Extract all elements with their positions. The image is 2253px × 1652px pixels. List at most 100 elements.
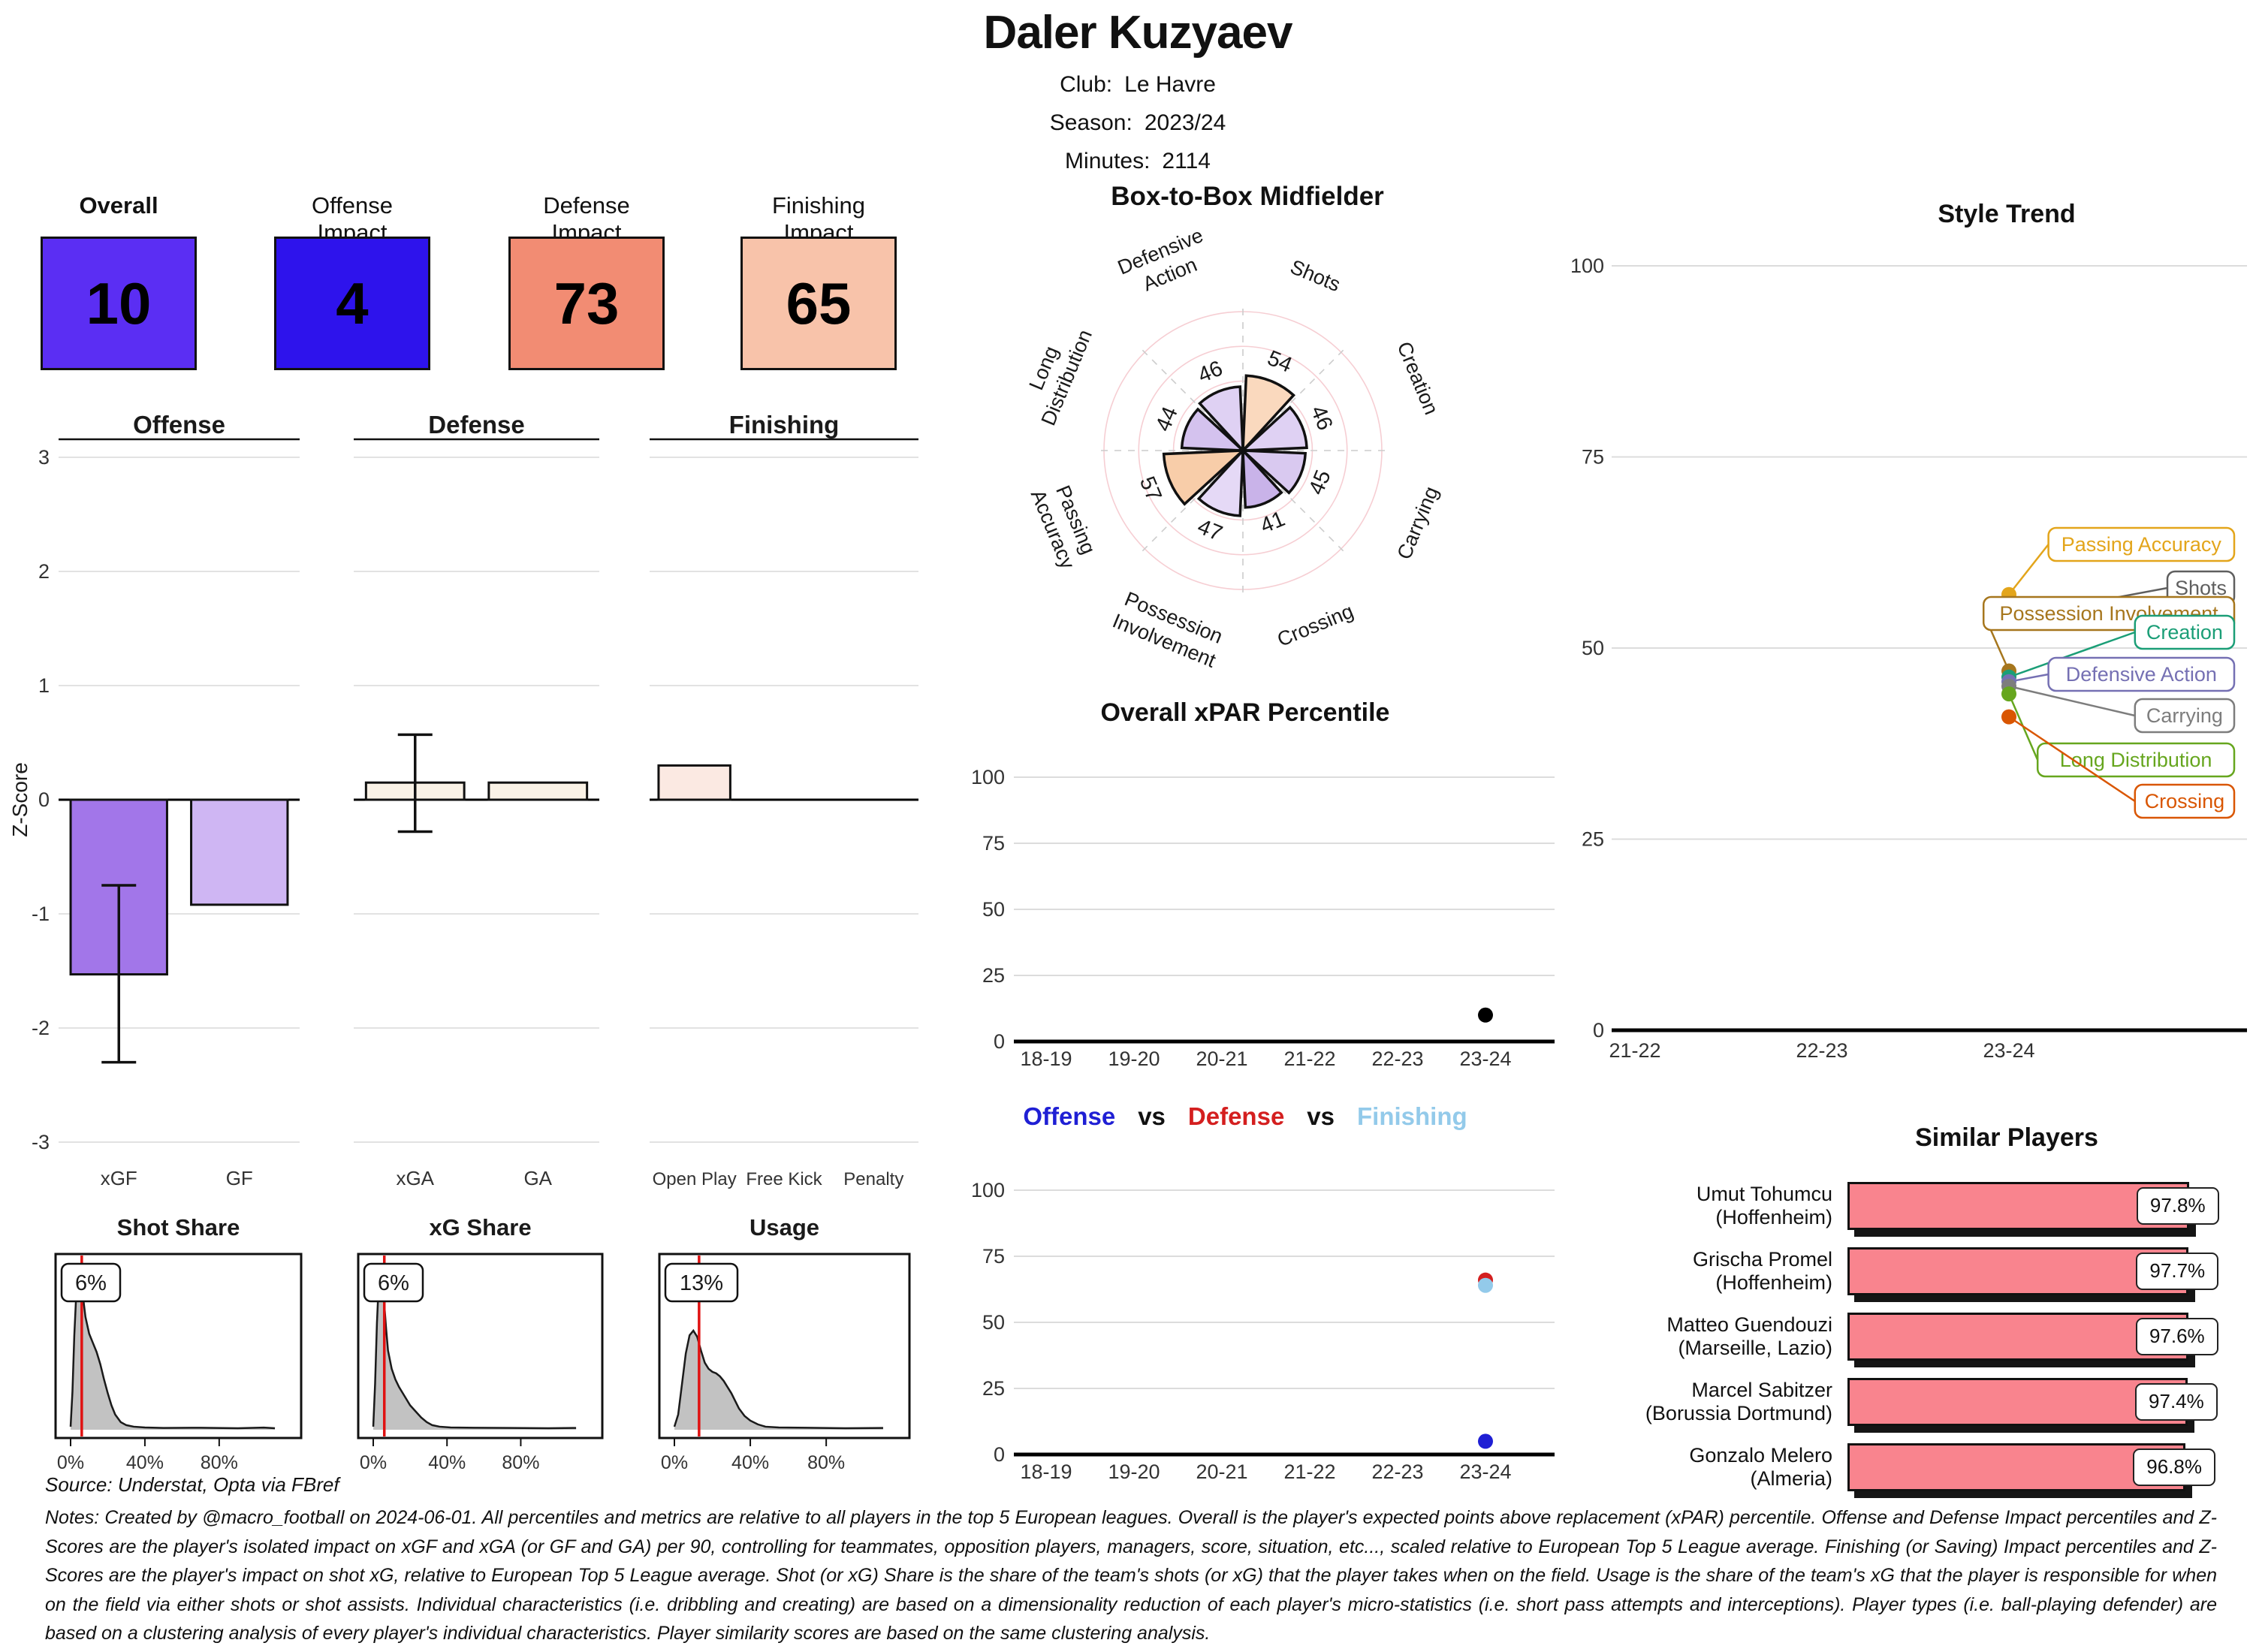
- svg-text:75: 75: [982, 1245, 1005, 1268]
- zscore-charts: Offense -3 -2 -1 0 1 2 3 Z-Score xGF GF Defense xGA G…: [8, 411, 918, 1189]
- radar-value: 47: [1194, 514, 1226, 546]
- svg-text:GF: GF: [226, 1167, 253, 1189]
- xpar-chart: 0 25 50 75 100 18-19 19-20 20-21 21-22 22-23 23-24: [971, 766, 1555, 1070]
- value-badge: [60, 1262, 122, 1303]
- similarity-badge: 97.8%: [2136, 1186, 2219, 1225]
- impact-card-value: 4: [336, 270, 369, 336]
- svg-text:Penalty: Penalty: [843, 1169, 903, 1189]
- svg-text:40%: 40%: [428, 1452, 466, 1473]
- radar-wedge-Defensive Action: [1198, 385, 1244, 454]
- panel-title: xG Share: [429, 1214, 531, 1241]
- svg-text:100: 100: [1570, 255, 1604, 277]
- zscore-bar-GA: [487, 781, 589, 801]
- trend-label-box: [2047, 526, 2236, 562]
- trend-label-box: [2047, 656, 2236, 692]
- trend-dot-Long Distribution: [2001, 686, 2016, 702]
- dot-Finishing: [1478, 1277, 1493, 1293]
- season-value: 2023/24: [1144, 110, 1226, 135]
- season-label: Season:: [1049, 110, 1133, 135]
- svg-text:0%: 0%: [57, 1452, 84, 1473]
- similar-players: Umut Tohumcu (Hoffenheim) 97.8% Grischa Pro…: [1615, 1173, 2249, 1503]
- header: Daler Kuzyaev Club: Le Havre Season: 2023/…: [984, 6, 1293, 174]
- svg-text:0: 0: [994, 1443, 1005, 1466]
- odf-title-word: Offense: [1023, 1102, 1116, 1130]
- y-axis-label: Z-Score: [8, 762, 32, 837]
- impact-card: 65: [740, 237, 897, 370]
- value-badge: [664, 1262, 739, 1303]
- impact-card-value: 65: [786, 270, 852, 336]
- player-label: Marcel Sabitzer (Borussia Dortmund): [1645, 1378, 1832, 1424]
- season-tick: 20-21: [1196, 1461, 1247, 1483]
- impact-card-value: 10: [86, 270, 152, 336]
- radar-title: Box-to-Box Midfielder: [1111, 182, 1384, 211]
- similarity-bar: [1847, 1181, 2189, 1230]
- svg-text:0%: 0%: [360, 1452, 387, 1473]
- svg-text:-1: -1: [32, 903, 50, 925]
- season-tick: 22-23: [1371, 1461, 1423, 1483]
- similar-player-row: Matteo Guendouzi (Marseille, Lazio) 97.6%: [1615, 1304, 2249, 1369]
- season-tick: 23-24: [1983, 1039, 2034, 1062]
- radar-wedge-Possession Involvement: [1196, 447, 1244, 517]
- trend-label: Creation: [2146, 621, 2223, 644]
- svg-text:0: 0: [1593, 1019, 1604, 1042]
- svg-text:75: 75: [1582, 446, 1604, 469]
- radar-category: Crossing: [1274, 600, 1356, 651]
- radar-value: 46: [1195, 357, 1226, 388]
- svg-text:50: 50: [1582, 637, 1604, 659]
- radar-wedge-Shots: [1241, 374, 1295, 454]
- trend-label-box: [2134, 698, 2236, 734]
- share-charts: Shot Share 6% 0% 40% 80% xG Share 6% 0% 40% 80% Us…: [54, 1214, 911, 1473]
- similarity-bar: [1847, 1247, 2189, 1295]
- svg-text:25: 25: [982, 1377, 1005, 1400]
- svg-text:40%: 40%: [731, 1452, 769, 1473]
- svg-text:Free Kick: Free Kick: [746, 1169, 822, 1189]
- impact-card: 73: [508, 237, 665, 370]
- season-tick: 23-24: [1459, 1048, 1511, 1070]
- svg-text:0: 0: [38, 788, 50, 811]
- season-tick: 23-24: [1459, 1461, 1511, 1483]
- radar-value: 41: [1257, 507, 1289, 538]
- similarity-badge: 97.6%: [2135, 1317, 2218, 1355]
- club-label: Club:: [1060, 72, 1113, 97]
- similarity-bar: [1847, 1312, 2188, 1361]
- svg-text:xGA: xGA: [396, 1167, 434, 1189]
- radar-value: 46: [1306, 402, 1338, 434]
- odf-title-word: Defense: [1187, 1102, 1285, 1130]
- radar-value: 54: [1264, 346, 1295, 378]
- radar-value: 57: [1135, 473, 1166, 505]
- impact-card: 4: [274, 237, 430, 370]
- similarity-badge: 96.8%: [2133, 1448, 2216, 1486]
- similar-players-title: Similar Players: [1915, 1123, 2098, 1152]
- similar-player-row: Gonzalo Melero (Almeria) 96.8%: [1615, 1434, 2249, 1500]
- density-fill: [674, 1331, 883, 1430]
- season-tick: 18-19: [1020, 1461, 1072, 1483]
- svg-text:0%: 0%: [661, 1452, 688, 1473]
- svg-text:50: 50: [982, 1311, 1005, 1334]
- dot-Offense: [1478, 1433, 1493, 1449]
- season-tick: 19-20: [1108, 1461, 1160, 1483]
- trend-label: Defensive Action: [2066, 663, 2217, 686]
- similarity-badge: 97.4%: [2134, 1382, 2218, 1421]
- player-label: Matteo Guendouzi (Marseille, Lazio): [1666, 1313, 1832, 1359]
- radar-wedge-Crossing: [1241, 447, 1283, 509]
- season-tick: 18-19: [1020, 1048, 1072, 1070]
- odf-title-word: vs: [1138, 1102, 1166, 1130]
- trend-label-box: [2134, 783, 2236, 819]
- dot-Overall: [1478, 1007, 1493, 1023]
- svg-text:75: 75: [982, 832, 1005, 855]
- svg-text:100: 100: [971, 766, 1005, 788]
- svg-text:80%: 80%: [201, 1452, 238, 1473]
- season-tick: 22-23: [1796, 1039, 1847, 1062]
- radar-category: Shots: [1287, 255, 1344, 296]
- minutes-label: Minutes:: [1065, 149, 1151, 173]
- svg-text:80%: 80%: [807, 1452, 845, 1473]
- trend-label: Shots: [2175, 577, 2227, 599]
- panel-title: Defense: [428, 411, 524, 439]
- zscore-bar-GF: [190, 798, 289, 906]
- style-trend-chart: 0 25 50 75 100 21-22 22-23 23-24 Passing Accurac…: [1570, 255, 2247, 1062]
- club-row: Club: Le Havre: [984, 72, 1292, 98]
- density-curve: [673, 1328, 883, 1430]
- player-label: Gonzalo Melero (Almeria): [1689, 1443, 1832, 1490]
- source-note: Source: Understat, Opta via FBref: [45, 1473, 339, 1496]
- svg-text:GA: GA: [523, 1167, 552, 1189]
